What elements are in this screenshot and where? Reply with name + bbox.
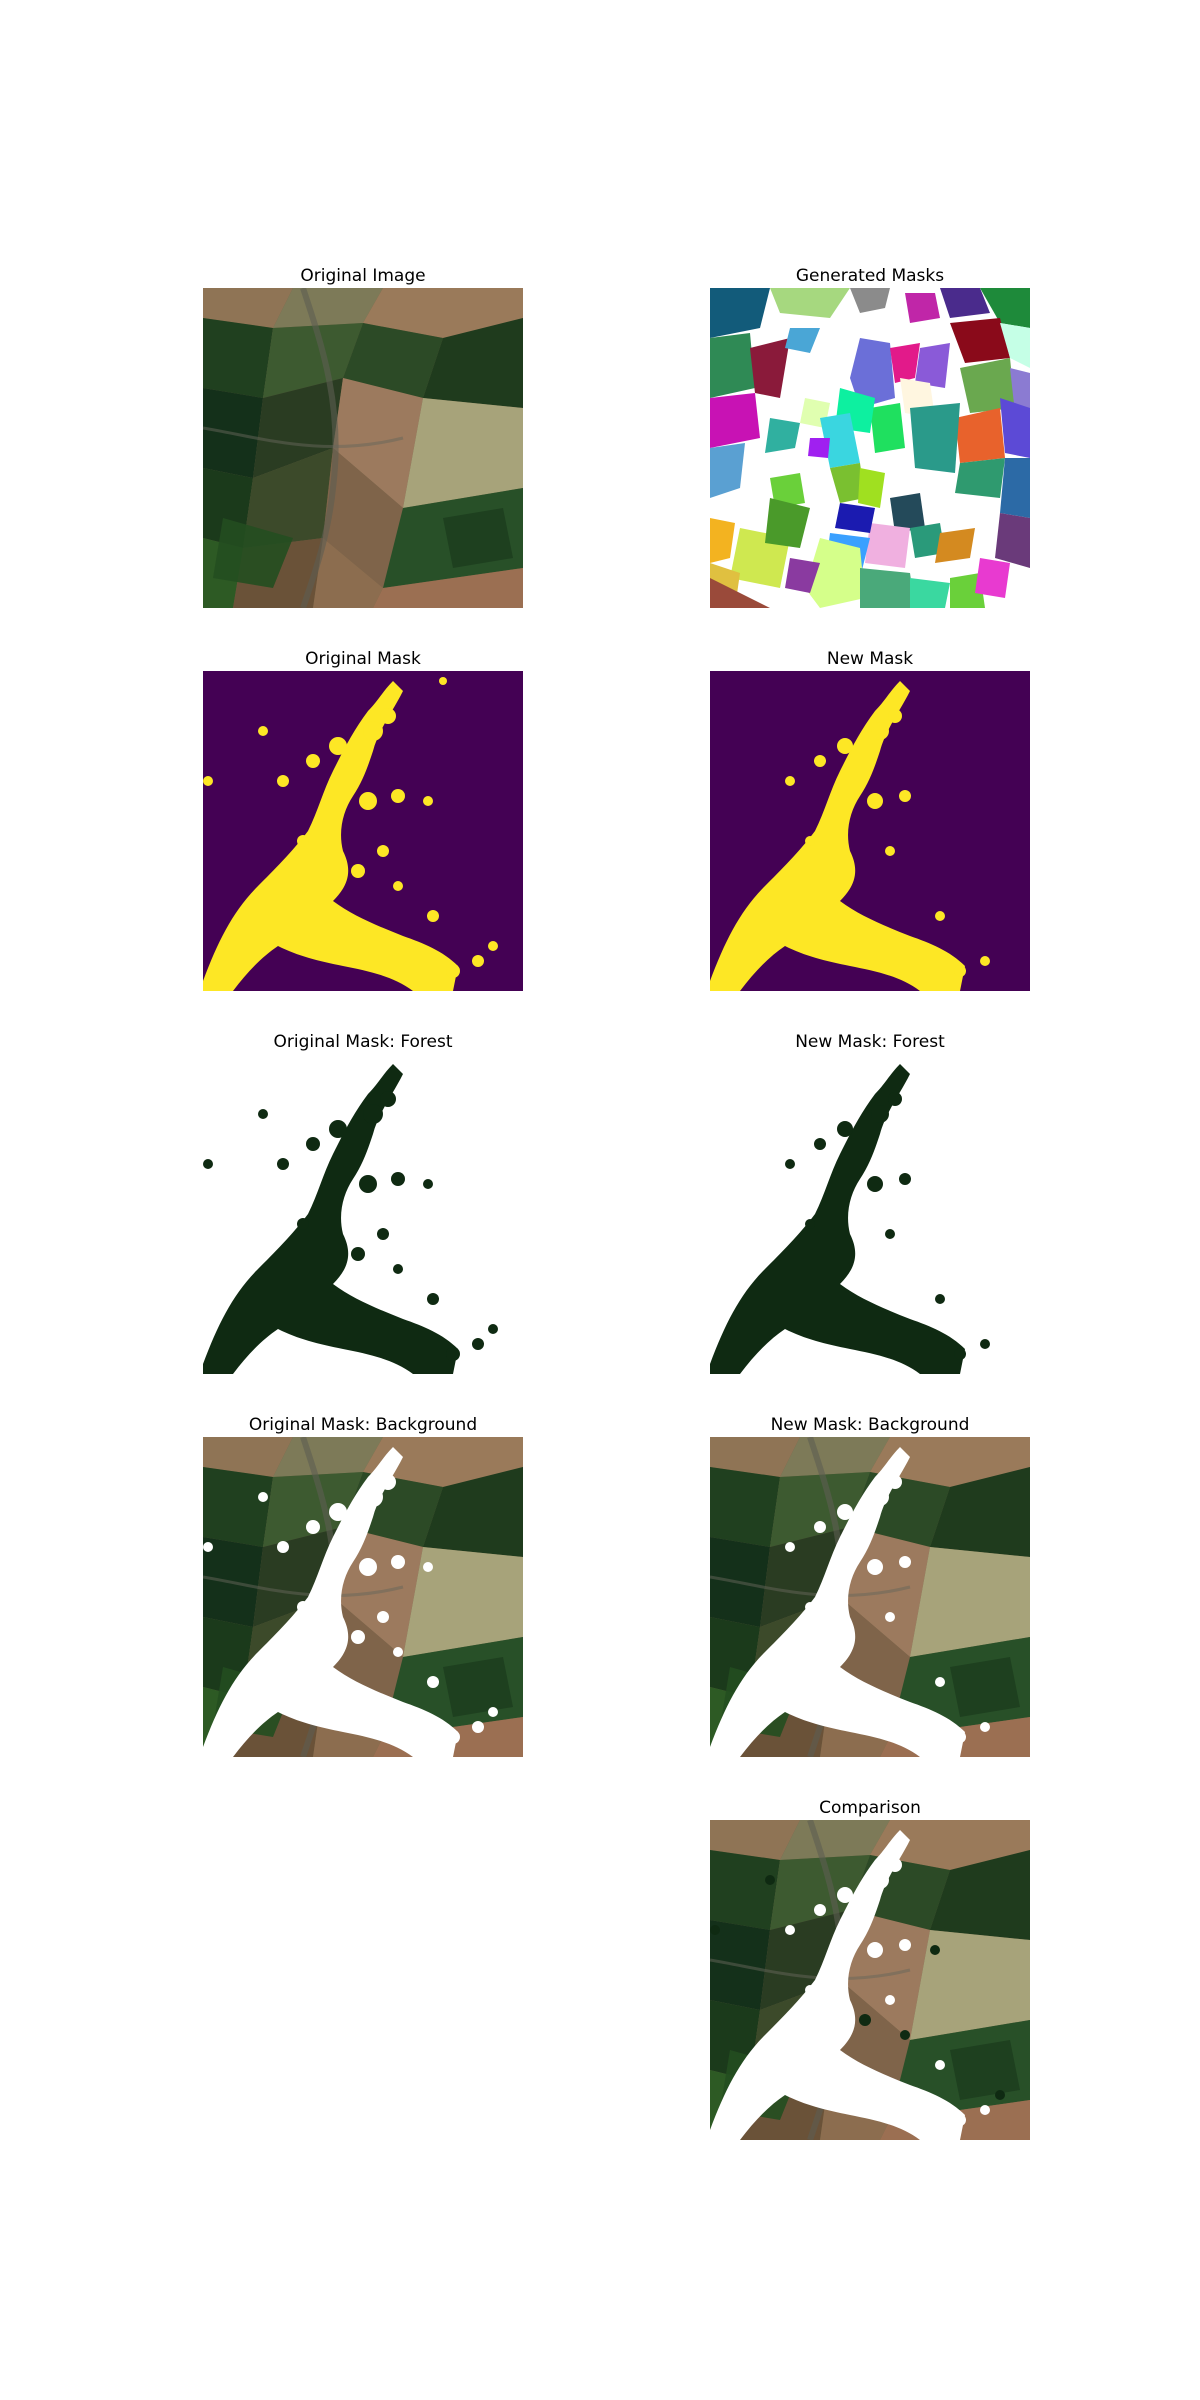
panel-title: Original Mask: Background — [248, 1415, 478, 1435]
panel-title: Original Mask: Forest — [273, 1032, 453, 1052]
panel-title: Comparison — [819, 1798, 921, 1818]
panel-title: Original Image — [300, 266, 426, 286]
comparison-image — [710, 1820, 1030, 2140]
forest-mask-image — [710, 1054, 1030, 1374]
panel-title: New Mask — [826, 649, 914, 669]
background-mask-image — [203, 1437, 523, 1757]
background-mask-image — [710, 1437, 1030, 1757]
segment-masks-image — [710, 288, 1030, 608]
panel-title: Original Mask — [305, 649, 421, 669]
class-mask-image — [710, 671, 1030, 991]
panel-title: Generated Masks — [795, 266, 945, 286]
forest-mask-image — [203, 1054, 523, 1374]
panel-title: New Mask: Forest — [795, 1032, 945, 1052]
class-mask-image — [203, 671, 523, 991]
satellite-image — [203, 288, 523, 608]
panel-title: New Mask: Background — [770, 1415, 970, 1435]
